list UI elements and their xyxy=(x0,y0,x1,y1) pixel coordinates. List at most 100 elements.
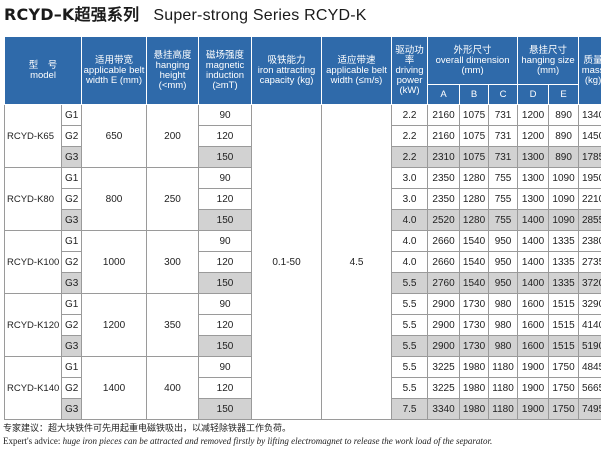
belt-width-cell: 800 xyxy=(81,167,148,231)
model-cell: RCYD-K140 xyxy=(4,356,62,420)
power-cell: 2.2 xyxy=(391,125,429,147)
dim-c-cell: 980 xyxy=(488,335,519,357)
dim-c-cell: 755 xyxy=(488,209,519,231)
table-row: RCYD-K80 G1 800 250 90 3.0 2350 1280 755 1300 1090… xyxy=(4,167,601,231)
header-belt-width: 适用带宽 applicable belt width E (mm) xyxy=(81,36,148,105)
induction-cell: 120 xyxy=(198,251,253,273)
power-cell: 2.2 xyxy=(391,146,429,168)
hanging-height-cell: 200 xyxy=(146,104,200,168)
mass-cell: 1950 xyxy=(578,167,601,189)
header-hanging-size: 悬挂尺寸 hanging size (mm) xyxy=(517,36,580,85)
dim-b-cell: 1730 xyxy=(459,314,490,336)
table-row: G2 120 3.023501280755130010902210 xyxy=(5,188,601,210)
belt-speed-cell: 4.5 xyxy=(321,104,393,420)
dim-c-cell: 950 xyxy=(488,230,519,252)
dim-d-cell: 1600 xyxy=(517,293,550,315)
grade-cell: G2 xyxy=(60,188,83,210)
induction-cell: 120 xyxy=(198,314,253,336)
table-row: G2 120 5.529001730980160015154140 xyxy=(5,314,601,336)
mass-cell: 3290 xyxy=(578,293,601,315)
dim-d-cell: 1400 xyxy=(517,209,550,231)
dim-e-cell: 1335 xyxy=(548,230,580,252)
header-attracting-capacity: 吸铁能力 iron attracting capacity (kg) xyxy=(251,36,323,105)
table-row: RCYD-K65 G1 650 200 90 0.1-50 4.5 2.2 2160 1075 73… xyxy=(4,104,601,420)
dim-b-cell: 1980 xyxy=(459,398,490,420)
dim-b-cell: 1280 xyxy=(459,167,490,189)
dim-b-cell: 1730 xyxy=(459,293,490,315)
dim-d-cell: 1600 xyxy=(517,314,550,336)
dim-a-cell: 2160 xyxy=(427,125,461,147)
dim-c-cell: 980 xyxy=(488,314,519,336)
power-cell: 4.0 xyxy=(391,230,429,252)
table-body: RCYD-K65 G1 650 200 90 0.1-50 4.5 2.2 2160 1075 73… xyxy=(4,104,601,420)
power-cell: 4.0 xyxy=(391,251,429,273)
mass-cell: 4845 xyxy=(578,356,601,378)
title-en: Super-strong Series RCYD-K xyxy=(153,7,367,24)
induction-cell: 90 xyxy=(198,293,253,315)
dim-d-cell: 1300 xyxy=(517,188,550,210)
dim-e-cell: 890 xyxy=(548,104,580,126)
dim-c-cell: 950 xyxy=(488,251,519,273)
grade-cell: G3 xyxy=(60,335,83,357)
dim-c-cell: 731 xyxy=(488,125,519,147)
table-row: RCYD-K120 G1 1200 350 90 5.5 2900 1730 980 1600 15… xyxy=(4,293,601,357)
belt-width-cell: 1000 xyxy=(81,230,148,294)
expert-advice-text: huge iron pieces can be attracted and re… xyxy=(60,436,493,446)
dim-b-cell: 1540 xyxy=(459,251,490,273)
hanging-height-cell: 300 xyxy=(146,230,200,294)
header-driving-power: 驱动功率 driving power (kW) xyxy=(391,36,429,105)
dim-b-cell: 1540 xyxy=(459,230,490,252)
grade-cell: G2 xyxy=(60,377,83,399)
dim-a-cell: 2900 xyxy=(427,314,461,336)
dim-c-cell: 980 xyxy=(488,293,519,315)
dim-e-cell: 1750 xyxy=(548,377,580,399)
dim-d-cell: 1400 xyxy=(517,251,550,273)
dim-d-cell: 1900 xyxy=(517,377,550,399)
induction-cell: 90 xyxy=(198,104,253,126)
dim-d-cell: 1300 xyxy=(517,146,550,168)
header-hanging-height: 悬挂高度 hanging height (<mm) xyxy=(146,36,200,105)
dim-a-cell: 2520 xyxy=(427,209,461,231)
dim-c-cell: 1180 xyxy=(488,377,519,399)
table-row: G3 150 2.22310107573113008901785 xyxy=(5,146,601,168)
induction-cell: 90 xyxy=(198,167,253,189)
induction-cell: 150 xyxy=(198,272,253,294)
dim-e-cell: 1090 xyxy=(548,188,580,210)
dim-b-cell: 1980 xyxy=(459,377,490,399)
dim-c-cell: 1180 xyxy=(488,356,519,378)
mass-cell: 1340 xyxy=(578,104,601,126)
power-cell: 5.5 xyxy=(391,377,429,399)
mass-cell: 2210 xyxy=(578,188,601,210)
dim-e-cell: 1335 xyxy=(548,272,580,294)
dim-e-cell: 1090 xyxy=(548,167,580,189)
header-dim-b: B xyxy=(459,84,490,105)
header-overall-dimension: 外形尺寸 overall dimension (mm) xyxy=(427,36,519,85)
header-belt-speed: 适应带速 applicable belt width (≤m/s) xyxy=(321,36,393,105)
power-cell: 3.0 xyxy=(391,188,429,210)
attracting-capacity-cell: 0.1-50 xyxy=(251,104,323,420)
expert-advice-cn: 专家建议：超大块铁件可先用起重电磁铁吸出，以减轻除铁器工作负荷。 xyxy=(3,424,292,434)
dim-a-cell: 3225 xyxy=(427,356,461,378)
dim-c-cell: 731 xyxy=(488,104,519,126)
induction-cell: 150 xyxy=(198,398,253,420)
dim-e-cell: 1335 xyxy=(548,251,580,273)
header-mass: 质量mass (kg) xyxy=(578,36,601,105)
dim-d-cell: 1400 xyxy=(517,272,550,294)
belt-width-cell: 1200 xyxy=(81,293,148,357)
mass-cell: 5190 xyxy=(578,335,601,357)
table-row: G3 150 5.527601540950140013353720 xyxy=(5,272,601,294)
expert-advice-label: Expert's advice: xyxy=(3,436,61,446)
dim-b-cell: 1075 xyxy=(459,125,490,147)
mass-cell: 7495 xyxy=(578,398,601,420)
grade-cell: G1 xyxy=(60,167,83,189)
header-dim-d: D xyxy=(517,84,550,105)
dim-e-cell: 1750 xyxy=(548,398,580,420)
dim-a-cell: 2350 xyxy=(427,188,461,210)
dim-c-cell: 950 xyxy=(488,272,519,294)
dim-a-cell: 2660 xyxy=(427,251,461,273)
grade-cell: G2 xyxy=(60,314,83,336)
dim-d-cell: 1200 xyxy=(517,125,550,147)
induction-cell: 90 xyxy=(198,356,253,378)
mass-cell: 1450 xyxy=(578,125,601,147)
grade-cell: G3 xyxy=(60,146,83,168)
